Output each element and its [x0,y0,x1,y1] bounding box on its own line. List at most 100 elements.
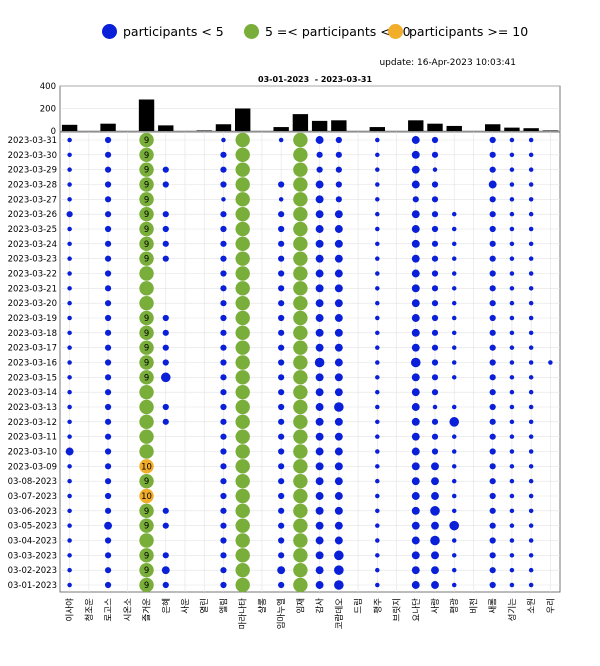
participant-bubble [334,284,343,293]
participant-bubble [431,344,439,351]
participant-bubble [139,340,154,355]
participant-bubble [315,403,324,411]
participant-bubble [139,192,154,207]
participant-bubble [334,447,343,456]
participant-bubble [334,225,343,233]
participant-bubble [528,508,534,514]
participant-bubble [432,167,438,172]
participant-bubble [67,167,72,172]
participant-bubble [528,567,534,573]
category-tick-label: 은혜 [162,598,172,614]
participant-bubble [375,286,380,291]
participant-bubble [235,370,250,385]
participant-bubble [104,581,112,589]
participant-bubble [411,521,420,530]
participant-bubble [315,195,324,204]
bubble-value-label: 9 [144,373,149,383]
participant-bubble [235,355,250,370]
participant-bubble [139,518,154,533]
participant-bubble [451,449,457,454]
participant-bubble [432,404,438,410]
participant-bubble [334,462,343,471]
participant-bubble [489,255,496,262]
category-tick-label: 요나단 [411,598,422,622]
participant-bubble [528,449,534,454]
participant-bubble [489,225,496,233]
participant-bubble [315,447,324,456]
participant-bubble [235,429,250,444]
participant-bubble [162,166,169,173]
bubble-value-label: 9 [144,477,149,487]
participant-bubble [509,182,515,187]
category-tick-label: 사랑 [430,598,441,614]
participant-bubble [139,503,154,519]
participant-bubble [278,478,285,485]
legend-dot-blue [102,24,117,39]
participant-bubble [220,166,227,173]
participant-bubble [220,255,227,262]
participant-bubble [451,493,457,499]
participant-bubble [451,567,457,573]
participant-bubble [139,132,154,148]
participant-bubble [451,286,457,291]
date-tick-label: 2023-03-19 [8,314,57,324]
participant-bubble [315,284,324,293]
bubble-value-label: 9 [144,240,149,250]
participant-bubble [278,507,285,514]
participant-bubble [375,582,380,588]
participant-bubble [411,506,420,515]
participant-bubble [489,552,496,559]
participant-bubble [293,518,308,533]
participant-bubble [104,285,112,292]
bubble-value-label: 9 [144,566,149,576]
participant-bubble [67,286,72,291]
participant-bubble [411,239,420,248]
category-tick-label: 소원 [527,598,537,614]
participant-bubble [509,226,515,232]
participant-bubble [139,266,154,281]
participant-bubble [451,226,457,232]
bar [542,130,559,131]
category-tick-label: 새롬 [489,598,499,614]
bubble-value-label: 9 [144,195,149,205]
participant-bubble [489,359,496,366]
category-tick-label: 우리 [546,598,556,614]
participant-bubble [104,300,112,307]
participant-bubble [235,414,250,430]
participant-bubble [334,373,343,382]
participant-bubble [528,360,534,365]
participant-bubble [139,562,154,578]
participant-bubble [375,315,380,321]
participant-bubble [67,389,72,395]
participant-bubble [509,197,515,202]
participant-bubble [315,492,324,500]
participant-bubble [489,196,496,203]
participant-bubble [411,180,420,189]
participant-bubble [220,314,227,322]
participant-bubble [509,211,515,217]
participant-bubble [315,432,324,441]
participant-bubble [104,567,112,574]
participant-bubble [278,389,285,396]
participant-bubble [235,399,250,415]
participant-bubble [334,402,344,412]
participant-bubble [334,358,343,367]
participant-bubble [220,433,227,440]
participant-bubble [489,136,496,144]
participant-bubble [375,345,380,350]
participant-bubble [489,522,496,529]
participant-bubble [334,432,343,441]
participant-bubble [293,310,308,326]
participant-bubble [220,418,227,425]
bar [215,124,232,131]
bar [311,120,328,131]
category-tick-label: 열린 [199,598,210,614]
participant-bubble [489,374,496,381]
participant-bubble [278,537,285,544]
chart-title: 03-01-2023 - 2023-03-31 [258,75,373,84]
participant-bubble [220,389,227,396]
date-tick-label: 2023-03-20 [8,299,57,309]
participant-bubble [431,285,439,292]
participant-bubble [67,197,72,202]
participant-bubble [489,270,496,277]
